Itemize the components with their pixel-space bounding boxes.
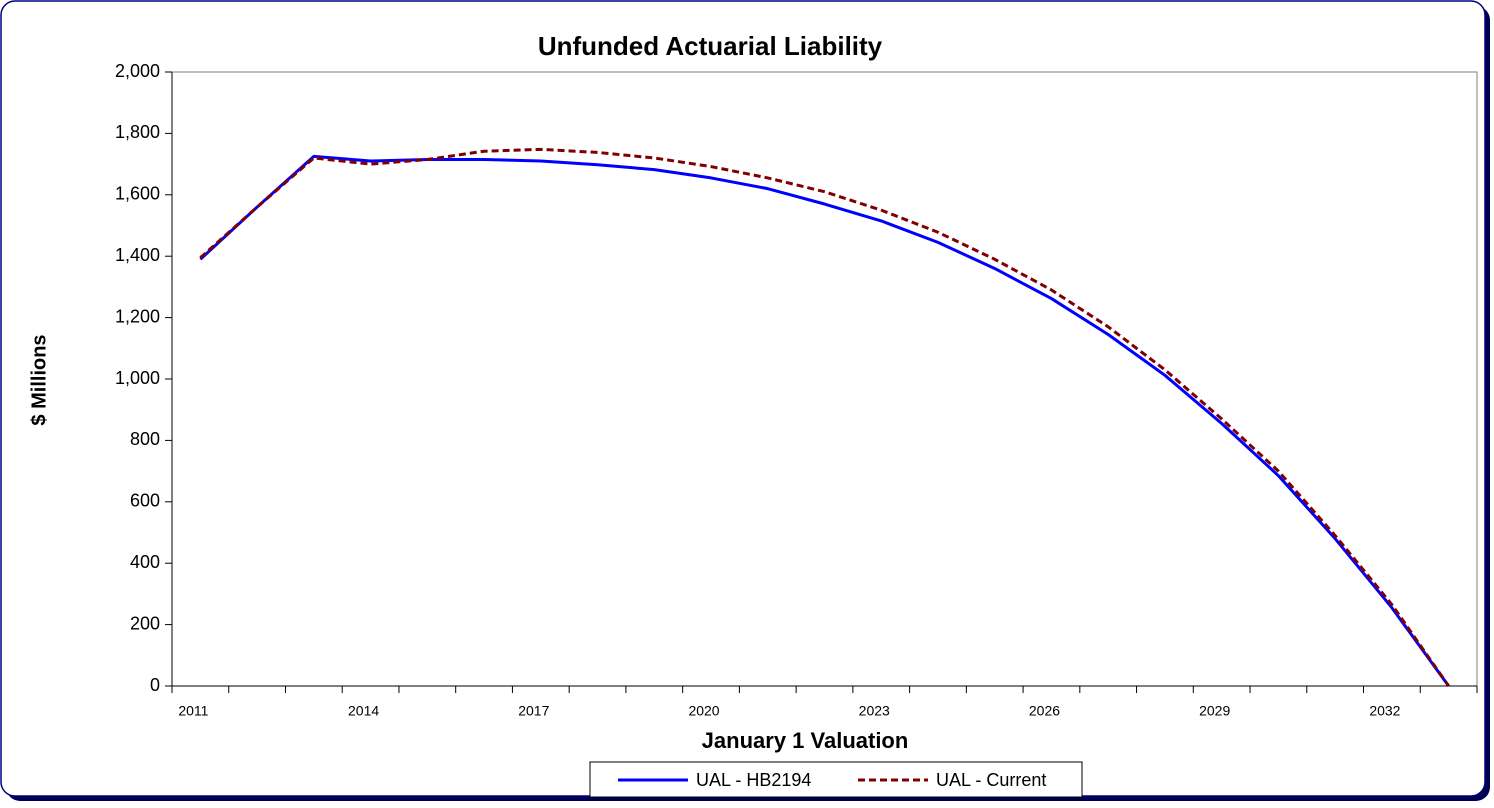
x-axis-label: January 1 Valuation [702,728,909,753]
x-tick-label: 2029 [1199,703,1230,719]
y-tick-label: 1,600 [115,184,160,204]
y-tick-label: 2,000 [115,61,160,81]
y-tick-label: 400 [130,552,160,572]
x-tick-label: 2011 [178,703,208,719]
x-tick-label: 2032 [1369,703,1400,719]
y-axis-label: $ Millions [28,334,50,425]
y-tick-label: 1,400 [115,245,160,265]
y-tick-label: 1,000 [115,368,160,388]
legend-label: UAL - HB2194 [696,770,811,790]
y-tick-label: 0 [150,675,160,695]
legend-label: UAL - Current [936,770,1046,790]
y-tick-label: 800 [130,429,160,449]
x-tick-label: 2014 [348,703,379,719]
y-tick-label: 1,200 [115,306,160,326]
x-tick-label: 2023 [859,703,890,719]
chart-title: Unfunded Actuarial Liability [538,31,883,61]
y-tick-label: 200 [130,613,160,633]
y-tick-label: 600 [130,491,160,511]
series-line [199,147,1450,687]
x-tick-label: 2026 [1029,703,1060,719]
y-tick-label: 1,800 [115,122,160,142]
x-tick-label: 2017 [518,703,549,719]
x-tick-label: 2020 [688,703,719,719]
